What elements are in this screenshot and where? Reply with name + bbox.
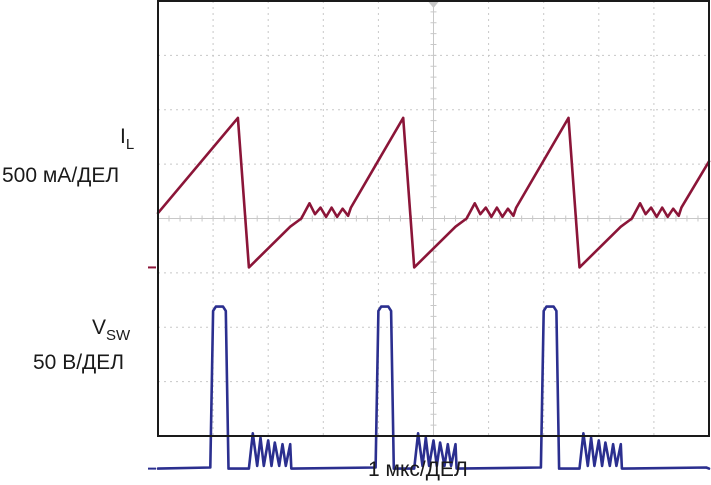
plot-frame: [157, 0, 710, 437]
trace-il: [156, 116, 711, 269]
trace-vsw: [156, 305, 711, 470]
il-channel-name: IL: [120, 125, 135, 153]
traces: [156, 116, 711, 470]
vsw-scale-label: 50 В/ДЕЛ: [33, 351, 125, 374]
graticule-ticks: [158, 1, 709, 436]
channel-markers: [148, 266, 156, 470]
vsw-channel-name: VSW: [92, 316, 131, 344]
il-scale-label: 500 мА/ДЕЛ: [2, 164, 120, 187]
x-axis-label: 1 мкс/ДЕЛ: [368, 458, 468, 481]
trigger-marker: [428, 2, 439, 8]
